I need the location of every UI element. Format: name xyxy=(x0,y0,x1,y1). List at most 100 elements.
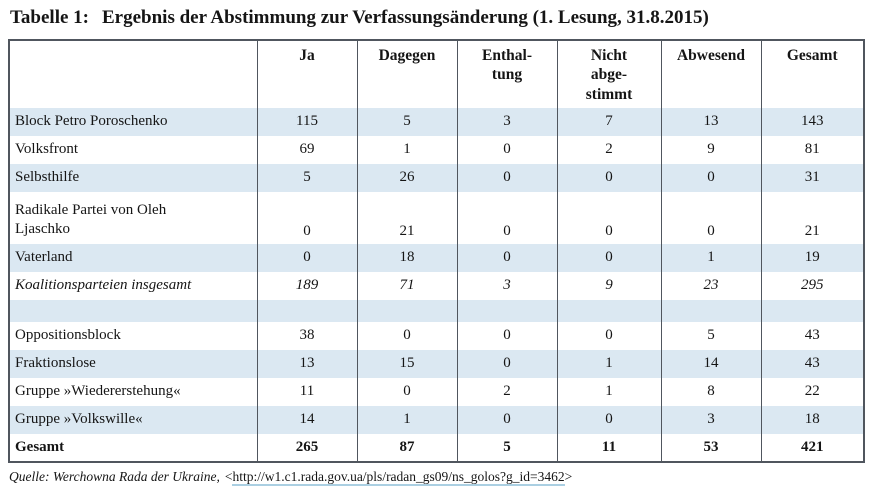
value-cell: 1 xyxy=(356,405,458,434)
column-header-nicht-abgestimmt: Nicht abge- stimmt xyxy=(556,39,662,108)
value-cell: 1 xyxy=(356,135,458,164)
value-cell: 81 xyxy=(760,135,865,164)
value-cell xyxy=(256,299,358,322)
value-cell: 3 xyxy=(660,405,762,434)
value-cell: 115 xyxy=(256,107,358,136)
value-cell: 143 xyxy=(760,107,865,136)
value-cell: 0 xyxy=(456,321,558,350)
row-label: Vaterland xyxy=(8,243,258,272)
caption-number: Tabelle 1: xyxy=(10,7,89,28)
value-cell: 0 xyxy=(256,191,358,244)
table-caption: Tabelle 1: Ergebnis der Abstimmung zur Ve… xyxy=(0,0,869,30)
voting-results-table: Ja Dagegen Enthal- tung Nicht abge- stim… xyxy=(8,38,865,463)
value-cell: 14 xyxy=(256,405,358,434)
table-row: Gesamt 265 87 5 11 53 421 xyxy=(8,433,865,462)
row-label: Gruppe »Volkswille« xyxy=(8,405,258,434)
row-label: Volksfront xyxy=(8,135,258,164)
angle-bracket-close: > xyxy=(564,468,573,484)
row-label: Gruppe »Wiedererstehung« xyxy=(8,377,258,406)
row-label: Block Petro Poroschenko xyxy=(8,107,258,136)
value-cell: 0 xyxy=(660,163,762,192)
table-row: Radikale Partei von Oleh Ljaschko 0 21 0 0 0 2… xyxy=(8,191,865,244)
value-cell: 26 xyxy=(356,163,458,192)
value-cell xyxy=(456,299,558,322)
table-row: Block Petro Poroschenko 115 5 3 7 13 143 xyxy=(8,107,865,136)
row-label: Oppositionsblock xyxy=(8,321,258,350)
value-cell: 9 xyxy=(556,271,662,300)
value-cell: 21 xyxy=(356,191,458,244)
value-cell: 87 xyxy=(356,433,458,462)
value-cell: 21 xyxy=(760,191,865,244)
value-cell: 18 xyxy=(356,243,458,272)
table-row: Vaterland 0 18 0 0 1 19 xyxy=(8,243,865,272)
value-cell: 295 xyxy=(760,271,865,300)
value-cell: 0 xyxy=(556,191,662,244)
value-cell: 23 xyxy=(660,271,762,300)
table-row: Gruppe »Volkswille« 14 1 0 0 3 18 xyxy=(8,405,865,434)
value-cell xyxy=(760,299,865,322)
value-cell: 0 xyxy=(556,321,662,350)
value-cell: 0 xyxy=(456,163,558,192)
source-citation: Quelle: Werchowna Rada der Ukraine, xyxy=(9,468,220,484)
value-cell: 0 xyxy=(456,405,558,434)
value-cell: 0 xyxy=(556,405,662,434)
table-body: Block Petro Poroschenko 115 5 3 7 13 143 Volksf… xyxy=(8,107,865,462)
value-cell: 15 xyxy=(356,349,458,378)
value-cell: 5 xyxy=(256,163,358,192)
value-cell: 0 xyxy=(456,191,558,244)
table-row: Koalitionsparteien insgesamt 189 71 3 9 23 295 xyxy=(8,271,865,300)
table-row: Oppositionsblock 38 0 0 0 5 43 xyxy=(8,321,865,350)
value-cell xyxy=(356,299,458,322)
table-row: Volksfront 69 1 0 2 9 81 xyxy=(8,135,865,164)
source-note: Quelle: Werchowna Rada der Ukraine, <http… xyxy=(9,468,869,486)
caption-title: Ergebnis der Abstimmung zur Verfassungsä… xyxy=(102,7,709,28)
value-cell: 53 xyxy=(660,433,762,462)
value-cell: 0 xyxy=(556,243,662,272)
row-label: Fraktionslose xyxy=(8,349,258,378)
value-cell: 0 xyxy=(356,377,458,406)
value-cell: 43 xyxy=(760,321,865,350)
value-cell: 8 xyxy=(660,377,762,406)
value-cell: 43 xyxy=(760,349,865,378)
value-cell: 265 xyxy=(256,433,358,462)
column-header-gesamt: Gesamt xyxy=(760,39,865,108)
row-label: Koalitionsparteien insgesamt xyxy=(8,271,258,300)
value-cell: 31 xyxy=(760,163,865,192)
value-cell: 1 xyxy=(660,243,762,272)
angle-bracket-open: < xyxy=(224,468,233,484)
value-cell: 11 xyxy=(556,433,662,462)
row-label: Selbsthilfe xyxy=(8,163,258,192)
row-label xyxy=(8,299,258,322)
value-cell: 0 xyxy=(456,349,558,378)
source-url-link[interactable]: http://w1.c1.rada.gov.ua/pls/radan_gs09/… xyxy=(232,468,565,486)
value-cell: 0 xyxy=(356,321,458,350)
value-cell: 38 xyxy=(256,321,358,350)
row-label: Radikale Partei von Oleh Ljaschko xyxy=(8,191,258,244)
value-cell: 421 xyxy=(760,433,865,462)
value-cell: 14 xyxy=(660,349,762,378)
value-cell: 13 xyxy=(256,349,358,378)
value-cell: 2 xyxy=(456,377,558,406)
corner-cell xyxy=(8,39,258,108)
column-header-abwesend: Abwesend xyxy=(660,39,762,108)
value-cell: 5 xyxy=(660,321,762,350)
column-header-ja: Ja xyxy=(256,39,358,108)
value-cell: 18 xyxy=(760,405,865,434)
value-cell: 1 xyxy=(556,377,662,406)
value-cell: 0 xyxy=(660,191,762,244)
value-cell: 69 xyxy=(256,135,358,164)
value-cell: 5 xyxy=(456,433,558,462)
value-cell: 0 xyxy=(256,243,358,272)
value-cell: 13 xyxy=(660,107,762,136)
value-cell: 19 xyxy=(760,243,865,272)
table-row: Fraktionslose 13 15 0 1 14 43 xyxy=(8,349,865,378)
table-row xyxy=(8,299,865,322)
value-cell: 3 xyxy=(456,107,558,136)
value-cell: 22 xyxy=(760,377,865,406)
value-cell: 0 xyxy=(456,135,558,164)
value-cell: 0 xyxy=(456,243,558,272)
value-cell: 0 xyxy=(556,163,662,192)
value-cell: 7 xyxy=(556,107,662,136)
value-cell: 9 xyxy=(660,135,762,164)
